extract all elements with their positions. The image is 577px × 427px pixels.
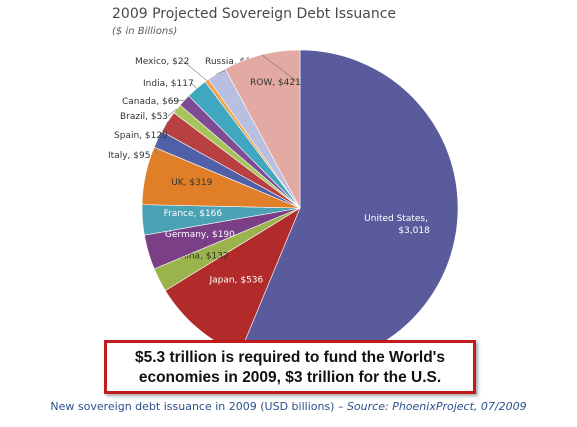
figure-caption: New sovereign debt issuance in 2009 (USD… [0, 400, 577, 413]
slice-label-france: France, $166 [164, 209, 223, 219]
pie-slice-row [224, 49, 301, 209]
slice-label-china: China, $132 [174, 251, 228, 261]
leader-line-italy [155, 139, 159, 156]
leader-line-spain [161, 121, 168, 136]
slice-label-spain: Spain, $120 [114, 131, 168, 141]
slice-label-united-states: United States, $3,018 [364, 214, 430, 236]
slice-label-uk: UK, $319 [171, 178, 212, 188]
chart-title: 2009 Projected Sovereign Debt Issuance [112, 6, 397, 22]
slice-label-germany: Germany, $190 [165, 230, 235, 240]
callout-line-1: $5.3 trillion is required to fund the Wo… [135, 349, 445, 366]
slice-label-russia: Russia, $107 [205, 57, 263, 67]
leader-line-india [190, 82, 197, 89]
leader-line-row [261, 54, 299, 83]
slice-label-row: ROW, $421 [250, 78, 301, 88]
callout-line-2: economies in 2009, $3 trillion for the U… [138, 369, 442, 386]
caption-main: New sovereign debt issuance in 2009 (USD… [50, 400, 347, 413]
slice-label-japan: Japan, $536 [209, 275, 264, 285]
caption-source: Source: PhoenixProject, 07/2009 [346, 400, 527, 413]
callout-box: $5.3 trillion is required to fund the Wo… [104, 340, 476, 394]
slice-label-mexico: Mexico, $22 [135, 57, 189, 67]
leader-line-mexico [182, 60, 207, 81]
leader-line-brazil [167, 108, 178, 117]
slice-label-india: India, $117 [143, 79, 194, 89]
leader-line-canada [169, 100, 185, 102]
chart-subtitle: ($ in Billions) [112, 26, 178, 37]
slice-label-brazil: Brazil, $53 [120, 112, 168, 122]
slice-label-italy: Italy, $95 [108, 151, 150, 161]
slice-label-canada: Canada, $69 [122, 97, 179, 107]
